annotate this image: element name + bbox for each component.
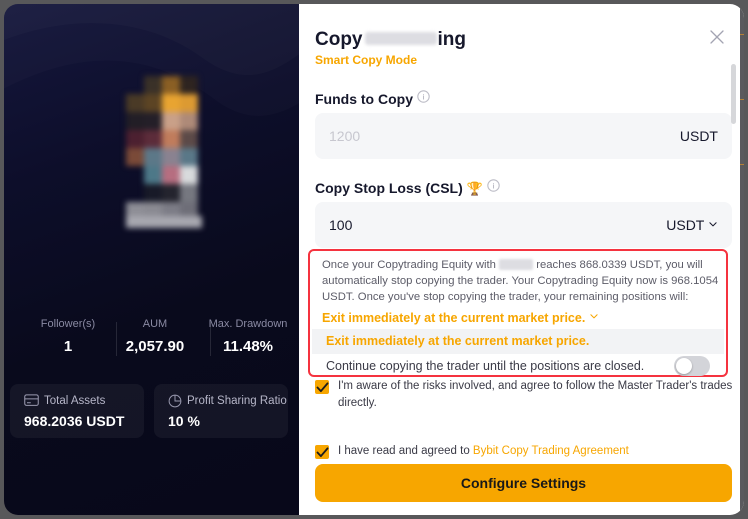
svg-text:i: i bbox=[492, 181, 494, 190]
svg-text:i: i bbox=[422, 92, 424, 101]
